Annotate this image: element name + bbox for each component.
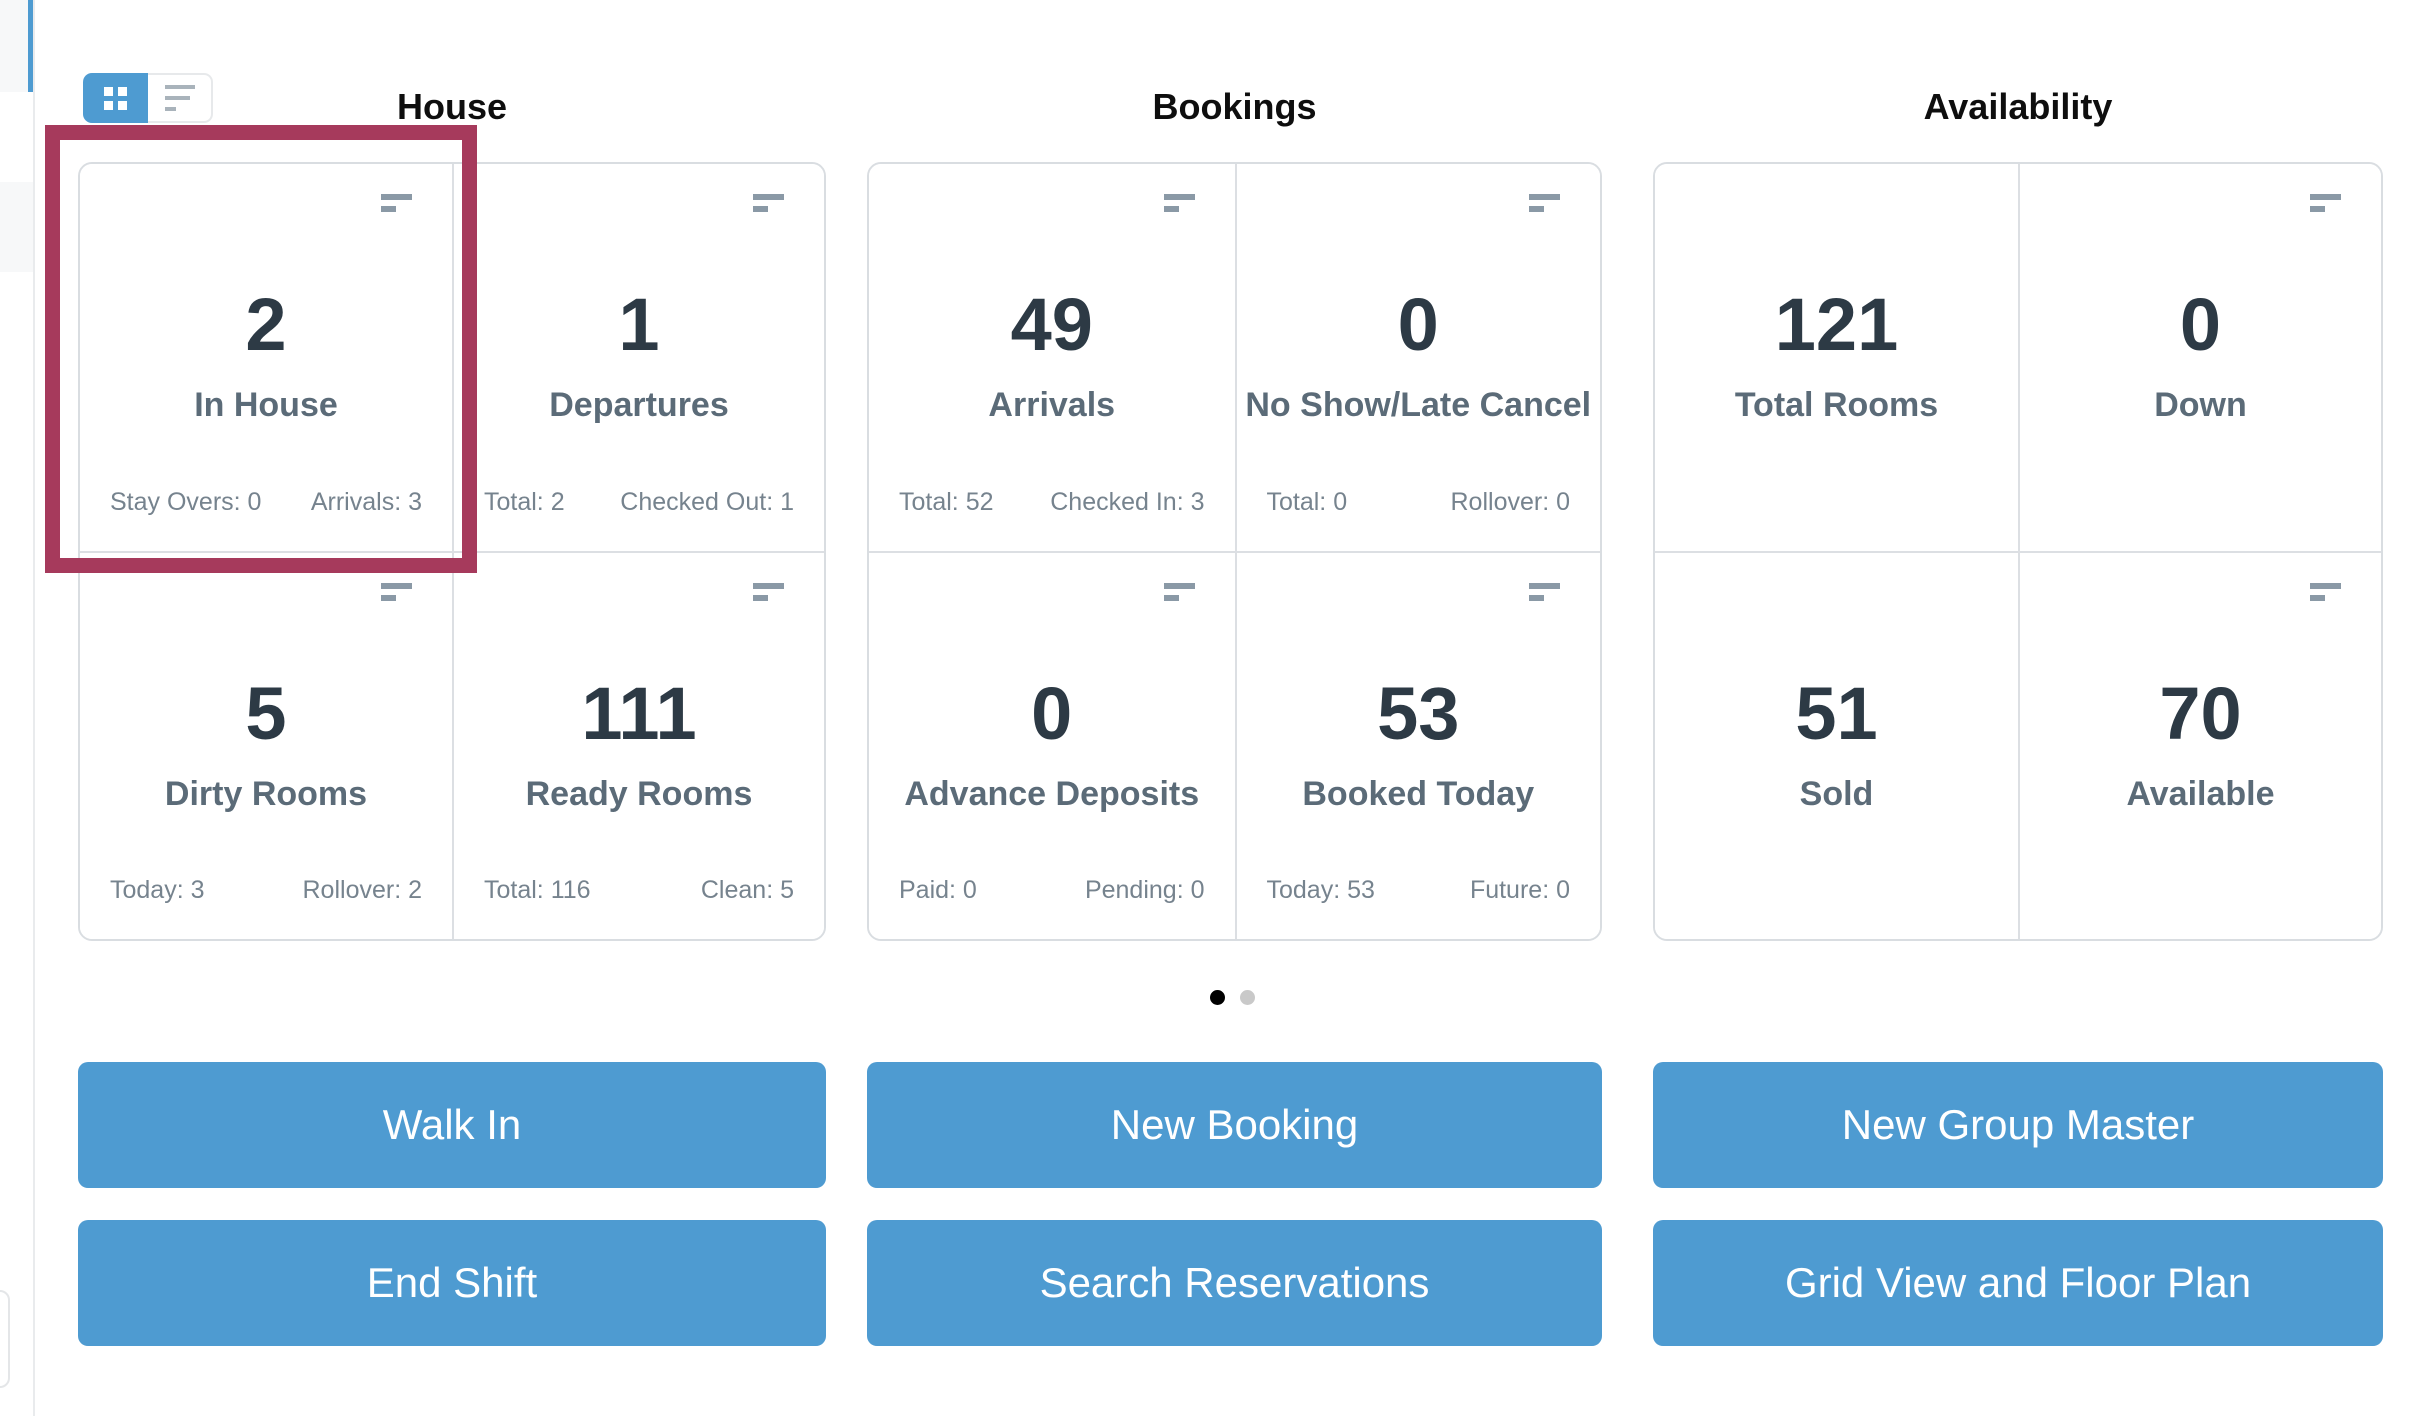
card-departures[interactable]: 1 Departures Total: 2 Checked Out: 1 (452, 164, 824, 551)
section-title-availability: Availability (1923, 86, 2113, 127)
card-value: 111 (581, 672, 697, 755)
card-down[interactable]: 0 Down (2018, 164, 2381, 551)
pagination-dot-1[interactable] (1210, 990, 1225, 1005)
card-value: 51 (1795, 672, 1878, 755)
card-menu-icon[interactable] (2310, 194, 2341, 212)
pagination-dot-2[interactable] (1240, 990, 1255, 1005)
new-group-master-button[interactable]: New Group Master (1653, 1062, 2383, 1188)
card-value: 2 (245, 283, 287, 366)
stat-right: Rollover: 2 (302, 876, 423, 904)
card-label: Advance Deposits (904, 775, 1200, 813)
stat-right: Clean: 5 (700, 876, 794, 904)
search-reservations-button[interactable]: Search Reservations (867, 1220, 1602, 1346)
card-ready-rooms[interactable]: 111 Ready Rooms Total: 116 Clean: 5 (452, 551, 824, 939)
house-card-group: 2 In House Stay Overs: 0 Arrivals: 3 1 D… (78, 162, 826, 941)
card-no-show-late-cancel[interactable]: 0 No Show/Late Cancel Total: 0 Rollover:… (1234, 164, 1600, 551)
stat-left: Stay Overs: 0 (110, 488, 262, 516)
stat-left: Total: 2 (484, 488, 565, 516)
card-value: 49 (1010, 283, 1093, 366)
card-sold[interactable]: 51 Sold (1655, 551, 2018, 939)
new-booking-button[interactable]: New Booking (867, 1062, 1602, 1188)
card-menu-icon[interactable] (753, 583, 784, 601)
card-label: Down (2154, 386, 2247, 424)
card-label: Booked Today (1302, 775, 1535, 813)
card-total-rooms[interactable]: 121 Total Rooms (1655, 164, 2018, 551)
stat-right: Arrivals: 3 (310, 488, 422, 516)
stat-left: Total: 0 (1266, 488, 1348, 516)
card-arrivals[interactable]: 49 Arrivals Total: 52 Checked In: 3 (869, 164, 1235, 551)
card-menu-icon[interactable] (1529, 583, 1560, 601)
card-label: Total Rooms (1734, 386, 1939, 424)
stat-right: Pending: 0 (1084, 876, 1205, 904)
card-value: 0 (1031, 672, 1073, 755)
card-label: No Show/Late Cancel (1245, 386, 1592, 424)
grid-view-floor-plan-button[interactable]: Grid View and Floor Plan (1653, 1220, 2383, 1346)
sidebar-item-active[interactable] (0, 0, 28, 92)
walk-in-button[interactable]: Walk In (78, 1062, 826, 1188)
end-shift-button[interactable]: End Shift (78, 1220, 826, 1346)
card-menu-icon[interactable] (381, 583, 412, 601)
grid-view-button[interactable] (83, 73, 148, 123)
card-dirty-rooms[interactable]: 5 Dirty Rooms Today: 3 Rollover: 2 (80, 551, 452, 939)
card-label: Sold (1799, 775, 1874, 813)
card-stats: Total: 52 Checked In: 3 (899, 488, 1205, 517)
card-menu-icon[interactable] (753, 194, 784, 212)
card-label: Ready Rooms (525, 775, 753, 813)
card-stats: Total: 116 Clean: 5 (484, 876, 794, 905)
card-stats: Today: 3 Rollover: 2 (110, 876, 422, 905)
card-available[interactable]: 70 Available (2018, 551, 2381, 939)
card-menu-icon[interactable] (1529, 194, 1560, 212)
card-booked-today[interactable]: 53 Booked Today Today: 53 Future: 0 (1234, 551, 1600, 939)
card-in-house[interactable]: 2 In House Stay Overs: 0 Arrivals: 3 (80, 164, 452, 551)
card-value: 0 (1397, 283, 1439, 366)
card-label: Departures (549, 386, 729, 424)
stat-left: Today: 53 (1266, 876, 1375, 904)
stat-left: Paid: 0 (899, 876, 977, 904)
card-value: 1 (618, 283, 660, 366)
card-stats: Total: 0 Rollover: 0 (1267, 488, 1571, 517)
stat-left: Total: 52 (899, 488, 994, 516)
card-menu-icon[interactable] (1163, 194, 1195, 212)
card-value: 0 (2179, 283, 2222, 366)
section-title-house: House (396, 86, 508, 127)
card-value: 5 (245, 672, 287, 755)
sidebar-divider (33, 0, 35, 1416)
sidebar-footer-widget[interactable] (0, 1290, 10, 1388)
stat-right: Rollover: 0 (1450, 488, 1571, 516)
card-advance-deposits[interactable]: 0 Advance Deposits Paid: 0 Pending: 0 (869, 551, 1235, 939)
stat-right: Future: 0 (1469, 876, 1570, 904)
list-view-icon (164, 85, 195, 111)
card-value: 70 (2159, 672, 2242, 755)
bookings-card-group: 49 Arrivals Total: 52 Checked In: 3 0 No… (867, 162, 1602, 941)
card-stats: Stay Overs: 0 Arrivals: 3 (110, 488, 422, 517)
availability-card-group: 121 Total Rooms 0 Down 51 Sold 70 Availa… (1653, 162, 2383, 941)
sidebar-item[interactable] (0, 182, 33, 272)
card-menu-icon[interactable] (2310, 583, 2341, 601)
card-menu-icon[interactable] (381, 194, 412, 212)
carousel-pagination (1210, 990, 1255, 1005)
sidebar-active-accent-bar (28, 0, 35, 92)
card-stats: Paid: 0 Pending: 0 (899, 876, 1205, 905)
card-stats: Total: 2 Checked Out: 1 (484, 488, 794, 517)
stat-left: Today: 3 (110, 876, 205, 904)
card-label: Arrivals (988, 386, 1116, 424)
card-value: 53 (1377, 672, 1460, 755)
card-label: Dirty Rooms (164, 775, 368, 813)
card-menu-icon[interactable] (1163, 583, 1195, 601)
card-label: Available (2126, 775, 2275, 813)
list-view-button[interactable] (148, 73, 213, 123)
stat-left: Total: 116 (484, 876, 591, 904)
section-title-bookings: Bookings (1152, 86, 1317, 127)
card-value: 121 (1774, 283, 1899, 366)
card-stats: Today: 53 Future: 0 (1267, 876, 1571, 905)
view-toggle (83, 73, 213, 123)
grid-view-icon (104, 86, 127, 110)
stat-right: Checked Out: 1 (620, 488, 794, 516)
stat-right: Checked In: 3 (1050, 488, 1205, 516)
card-label: In House (194, 386, 338, 424)
